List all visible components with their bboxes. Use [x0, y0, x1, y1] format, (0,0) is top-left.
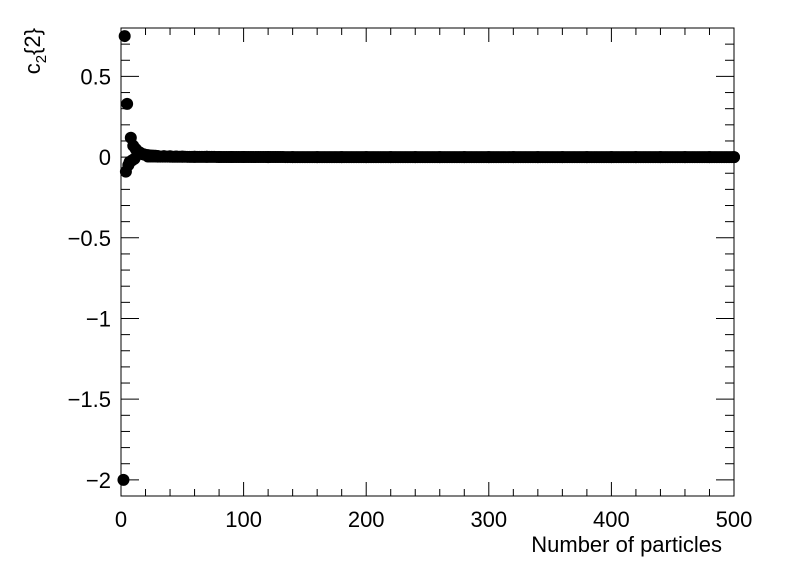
data-point — [117, 473, 130, 486]
data-point — [118, 30, 131, 43]
x-tick-label: 400 — [593, 507, 630, 532]
y-tick-label: 0.5 — [80, 64, 111, 89]
x-tick-label: 300 — [470, 507, 507, 532]
y-tick-label: 0 — [99, 145, 111, 170]
x-axis-title: Number of particles — [531, 532, 722, 557]
y-tick-label: −2 — [86, 468, 111, 493]
data-points — [117, 30, 740, 486]
y-tick-label: −0.5 — [68, 226, 111, 251]
data-point — [121, 97, 134, 110]
x-tick-label: 0 — [115, 507, 127, 532]
y-axis-title-sub: 2 — [33, 55, 50, 63]
plot-frame — [120, 27, 735, 497]
x-tick-label: 100 — [225, 507, 262, 532]
x-tick-label: 500 — [716, 507, 753, 532]
y-tick-label: −1 — [86, 306, 111, 331]
data-point-band — [728, 151, 740, 164]
y-axis-title: c2{2} — [20, 28, 50, 74]
x-tick-label: 200 — [348, 507, 385, 532]
y-tick-label: −1.5 — [68, 387, 111, 412]
y-axis-title-main: c — [20, 63, 45, 74]
axis-ticks — [120, 27, 735, 497]
tick-labels: 0 100 200 300 400 500 −2 −1.5 −1 −0.5 0 0.5 — [68, 64, 753, 532]
y-axis-title-tail: {2} — [20, 28, 45, 55]
